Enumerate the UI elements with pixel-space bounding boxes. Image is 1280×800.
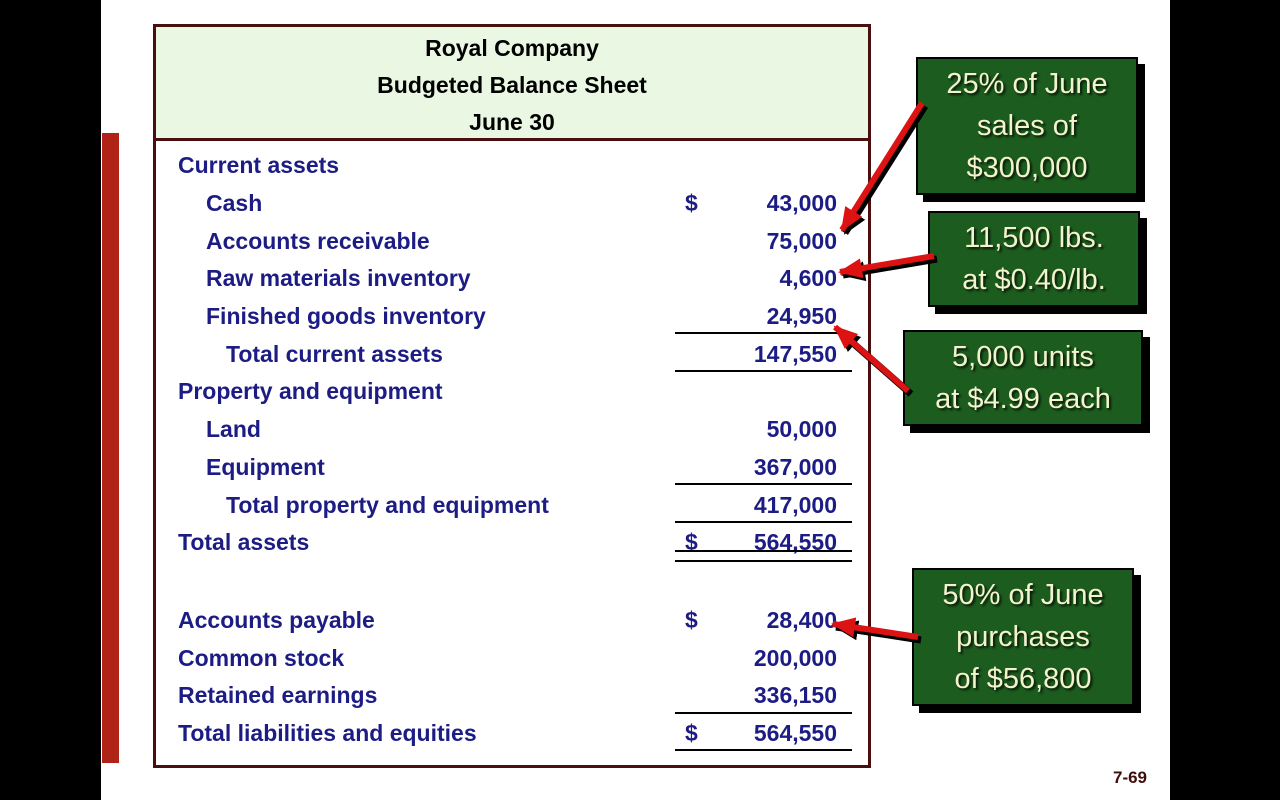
table-row: Finished goods inventory 24,950 [156, 298, 868, 336]
callout-line: 11,500 lbs. [964, 222, 1104, 254]
row-label: Current assets [178, 152, 340, 179]
callout-line: at $4.99 each [935, 383, 1111, 415]
company-name: Royal Company [425, 35, 599, 61]
row-label: Total current assets [226, 340, 443, 367]
row-label: Equipment [206, 453, 325, 480]
row-value: 28,400 [766, 606, 837, 633]
callout-line: sales of [977, 110, 1077, 142]
row-value-cell: 75,000 [675, 222, 852, 260]
table-row: Total liabilities and equities $ 564,550 [156, 715, 868, 753]
row-value-cell: 367,000 [675, 449, 852, 487]
row-value-cell: $ 28,400 [675, 602, 852, 640]
dollar-sign: $ [685, 529, 698, 556]
callout-accounts-receivable: 25% of June sales of $300,000 [916, 57, 1138, 195]
row-value: 75,000 [766, 227, 837, 254]
row-value: 367,000 [753, 453, 837, 480]
row-label: Cash [206, 190, 263, 217]
statement-title: Budgeted Balance Sheet [377, 72, 647, 98]
row-value: 50,000 [766, 416, 837, 443]
callout-line: 5,000 units [952, 341, 1094, 373]
table-row: Retained earnings 336,150 [156, 677, 868, 715]
row-value: 43,000 [766, 190, 837, 217]
row-value-cell: 50,000 [675, 411, 852, 449]
callout-finished-goods: 5,000 units at $4.99 each [903, 330, 1143, 426]
table-row: Total assets $ 564,550 [156, 524, 868, 562]
table-row-spacer [156, 562, 868, 602]
table-row: Cash $ 43,000 [156, 185, 868, 223]
balance-sheet-header: Royal Company Budgeted Balance Sheet Jun… [156, 27, 868, 141]
row-value-cell: 417,000 [675, 486, 852, 524]
table-row: Property and equipment [156, 373, 868, 411]
table-row: Equipment 367,000 [156, 449, 868, 487]
row-value-cell [675, 373, 852, 411]
row-value: 564,550 [753, 529, 837, 556]
row-label: Total assets [178, 529, 310, 556]
balance-sheet-table: Royal Company Budgeted Balance Sheet Jun… [153, 24, 871, 768]
row-label: Common stock [178, 644, 345, 671]
page-number: 7-69 [1112, 768, 1148, 787]
dollar-sign: $ [685, 190, 698, 217]
row-label: Accounts payable [178, 606, 375, 633]
callout-line: of $56,800 [954, 663, 1092, 695]
row-value: 417,000 [753, 491, 837, 518]
table-row: Land 50,000 [156, 411, 868, 449]
table-row: Accounts receivable 75,000 [156, 222, 868, 260]
row-value: 147,550 [753, 340, 837, 367]
row-value: 564,550 [753, 719, 837, 746]
balance-sheet-body: Current assets Cash $ 43,000 Accounts re… [156, 141, 868, 752]
row-value: 336,150 [753, 682, 837, 709]
row-label: Total liabilities and equities [178, 719, 477, 746]
row-value-cell: 147,550 [675, 335, 852, 373]
row-value-cell: $ 564,550 [675, 524, 852, 562]
row-value-cell [675, 147, 852, 185]
row-value: 200,000 [753, 644, 837, 671]
table-row: Raw materials inventory 4,600 [156, 260, 868, 298]
dollar-sign: $ [685, 719, 698, 746]
row-value-cell: $ 43,000 [675, 185, 852, 223]
row-value-cell: 336,150 [675, 677, 852, 715]
row-value-cell: 24,950 [675, 298, 852, 336]
callout-line: purchases [956, 621, 1090, 653]
red-accent-bar [102, 133, 119, 763]
table-row: Current assets [156, 147, 868, 185]
callout-line: $300,000 [966, 152, 1088, 184]
row-label: Accounts receivable [206, 227, 430, 254]
callout-line: at $0.40/lb. [962, 264, 1106, 296]
table-row: Total property and equipment 417,000 [156, 486, 868, 524]
row-value-cell: $ 564,550 [675, 715, 852, 753]
callout-line: 50% of June [942, 579, 1104, 611]
row-label: Total property and equipment [226, 491, 549, 518]
callout-accounts-payable: 50% of June purchases of $56,800 [912, 568, 1134, 706]
row-label: Property and equipment [178, 378, 443, 405]
row-label: Finished goods inventory [206, 303, 486, 330]
row-label: Retained earnings [178, 682, 378, 709]
dollar-sign: $ [685, 606, 698, 633]
table-row: Accounts payable $ 28,400 [156, 602, 868, 640]
row-label: Raw materials inventory [206, 265, 471, 292]
table-row: Common stock 200,000 [156, 639, 868, 677]
row-value-cell: 200,000 [675, 639, 852, 677]
row-value: 4,600 [779, 265, 837, 292]
left-black-bar [0, 0, 101, 800]
right-black-bar [1170, 0, 1280, 800]
row-value: 24,950 [766, 303, 837, 330]
callout-raw-materials: 11,500 lbs. at $0.40/lb. [928, 211, 1140, 307]
callout-line: 25% of June [946, 68, 1108, 100]
row-value-cell: 4,600 [675, 260, 852, 298]
row-label: Land [206, 416, 261, 443]
table-row: Total current assets 147,550 [156, 335, 868, 373]
statement-date: June 30 [469, 109, 555, 135]
